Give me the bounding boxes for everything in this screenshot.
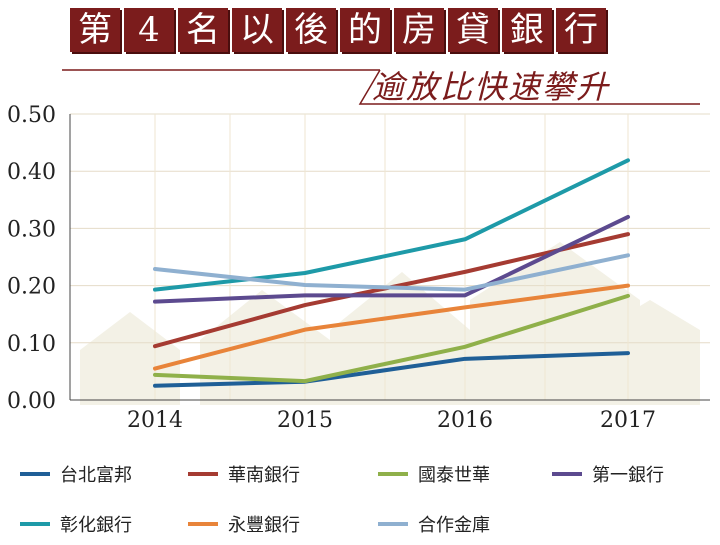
legend-swatch xyxy=(188,472,218,476)
title-char-1: 4 xyxy=(124,8,174,52)
legend-label: 永豐銀行 xyxy=(228,515,300,536)
legend-label: 國泰世華 xyxy=(418,465,490,486)
legend-item: 國泰世華 xyxy=(378,461,490,487)
y-tick-label: 0.30 xyxy=(7,217,56,242)
title-char-7: 貸 xyxy=(448,8,498,52)
title-char-9: 行 xyxy=(556,8,606,52)
legend-item: 永豐銀行 xyxy=(188,511,300,537)
series-line-5 xyxy=(153,283,630,371)
legend-item: 合作金庫 xyxy=(378,511,490,537)
legend-label: 第一銀行 xyxy=(592,465,664,486)
title-char-4: 後 xyxy=(286,8,336,52)
series-line-6 xyxy=(153,253,630,292)
x-tick-label: 2015 xyxy=(277,408,333,433)
x-tick-label: 2017 xyxy=(600,408,656,433)
legend-swatch xyxy=(20,522,50,526)
series-line-4 xyxy=(153,158,630,292)
series-line-3 xyxy=(153,214,630,304)
legend-swatch xyxy=(552,472,582,476)
legend-swatch xyxy=(378,522,408,526)
title-char-6: 房 xyxy=(394,8,444,52)
legend-swatch xyxy=(20,472,50,476)
chart-subtitle: 逾放比快速攀升 xyxy=(372,68,611,106)
title-char-8: 銀 xyxy=(502,8,552,52)
legend-label: 彰化銀行 xyxy=(60,515,132,536)
y-tick-label: 0.50 xyxy=(7,103,56,128)
subtitle-rule xyxy=(62,69,700,105)
legend-item: 彰化銀行 xyxy=(20,511,132,537)
legend-label: 華南銀行 xyxy=(228,465,300,486)
legend-item: 第一銀行 xyxy=(552,461,664,487)
title-char-2: 名 xyxy=(178,8,228,52)
series-lines xyxy=(153,158,630,388)
title-char-3: 以 xyxy=(232,8,282,52)
y-tick-label: 0.10 xyxy=(7,332,56,357)
legend-item: 華南銀行 xyxy=(188,461,300,487)
series-line-0 xyxy=(153,351,630,388)
legend-item: 台北富邦 xyxy=(20,461,132,487)
legend-label: 台北富邦 xyxy=(60,465,132,486)
title-char-5: 的 xyxy=(340,8,390,52)
series-line-2 xyxy=(153,293,630,384)
x-tick-label: 2016 xyxy=(437,408,493,433)
house-background-icon xyxy=(80,242,700,405)
legend-label: 合作金庫 xyxy=(418,515,490,536)
legend-swatch xyxy=(378,472,408,476)
y-tick-label: 0.20 xyxy=(7,275,56,300)
legend-swatch xyxy=(188,522,218,526)
x-tick-label: 2014 xyxy=(127,408,183,433)
y-tick-label: 0.00 xyxy=(7,389,56,414)
axes: 0.00 0.10 0.20 0.30 0.40 0.50 2014 2015 2016 2017 xyxy=(7,103,710,433)
title-char-0: 第 xyxy=(70,8,120,52)
y-tick-label: 0.40 xyxy=(7,160,56,185)
